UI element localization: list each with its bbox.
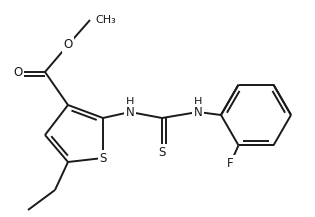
Text: O: O — [13, 66, 23, 79]
Text: H: H — [126, 97, 134, 107]
Text: O: O — [63, 38, 73, 51]
Text: CH₃: CH₃ — [95, 15, 116, 25]
Text: H: H — [194, 97, 202, 107]
Text: F: F — [227, 157, 234, 170]
Text: S: S — [158, 146, 166, 158]
Text: S: S — [99, 151, 107, 164]
Text: N: N — [194, 105, 202, 118]
Text: N: N — [126, 105, 135, 118]
